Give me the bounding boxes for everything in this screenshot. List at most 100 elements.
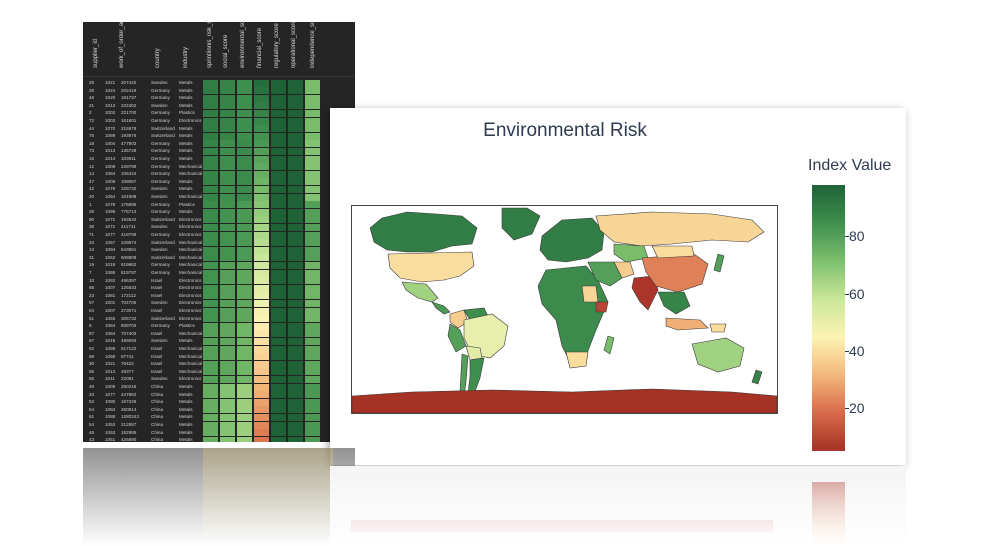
table-row[interactable]: 2 1002 221700 Germany Plastics bbox=[83, 109, 355, 117]
table-row[interactable]: 44 1070 216978 Switzerland Metals bbox=[83, 125, 355, 133]
column-header[interactable]: environmental_score bbox=[240, 22, 246, 68]
map-region-chile[interactable] bbox=[459, 353, 469, 397]
table-row[interactable]: 54 1084 260814 China Metals bbox=[83, 406, 355, 414]
map-region-colombia[interactable] bbox=[449, 309, 469, 329]
table-row[interactable]: 18 1004 477903 Germany Metals bbox=[83, 140, 355, 148]
column-header[interactable]: supplier_id bbox=[93, 38, 99, 68]
map-region-central-america[interactable] bbox=[431, 301, 451, 315]
column-header[interactable]: industry bbox=[183, 46, 189, 68]
column-header[interactable]: independence_score bbox=[310, 22, 316, 68]
table-row[interactable]: 53 1080 167226 China Metals bbox=[83, 398, 355, 406]
map-region-russia[interactable] bbox=[595, 211, 765, 247]
table-row[interactable]: 84 1007 273071 Israel Electronics bbox=[83, 307, 355, 315]
table-row[interactable]: 90 1071 193542 Switzerland Electronics bbox=[83, 216, 355, 224]
table-row[interactable]: 36 1071 411711 Sweden Electronics bbox=[83, 223, 355, 231]
table-row[interactable]: 43 1051 426880 China Metals bbox=[83, 436, 355, 442]
table-row[interactable]: 23 1081 172112 Israel Electronics bbox=[83, 292, 355, 300]
map-region-argentina[interactable] bbox=[467, 357, 485, 395]
table-row[interactable]: 66 1007 125633 Israel Electronics bbox=[83, 284, 355, 292]
map-region-antarctica[interactable] bbox=[352, 388, 777, 413]
score-cell bbox=[288, 292, 303, 300]
table-row[interactable]: 8 1084 809703 Germany Plastics bbox=[83, 322, 355, 330]
table-row[interactable]: 10 1092 496397 Israel Electronics bbox=[83, 277, 355, 285]
table-row[interactable]: 46 1020 161727 Germany Metals bbox=[83, 94, 355, 102]
map-region-europe[interactable] bbox=[539, 217, 605, 263]
table-row[interactable]: 55 1011 22081 Sweden Electronics bbox=[83, 375, 355, 383]
table-row[interactable]: 71 1077 418789 Germany Electronics bbox=[83, 231, 355, 239]
column-header[interactable]: social_score bbox=[223, 34, 229, 68]
map-region-ethiopia[interactable] bbox=[595, 301, 609, 313]
map-region-australia[interactable] bbox=[691, 337, 745, 373]
score-cell bbox=[254, 345, 269, 353]
map-region-new-zealand[interactable] bbox=[751, 369, 763, 385]
table-row[interactable]: 20 1064 161908 Sweden Mechanical bbox=[83, 193, 355, 201]
map-region-greenland[interactable] bbox=[501, 207, 541, 241]
table-row[interactable]: 16 1014 103911 Germany Metals bbox=[83, 155, 355, 163]
map-region-peru[interactable] bbox=[447, 323, 467, 353]
score-cell bbox=[203, 109, 218, 117]
table-row[interactable]: 67 1019 499093 Sweden Metals bbox=[83, 337, 355, 345]
table-row[interactable]: 87 1084 707403 Israel Mechanical bbox=[83, 330, 355, 338]
table-row[interactable]: 75 1089 193976 Switzerland Metals bbox=[83, 132, 355, 140]
table-row[interactable]: 12 1008 228789 Germany Mechanical bbox=[83, 163, 355, 171]
table-row[interactable]: 51 1065 305732 Switzerland Electronics bbox=[83, 315, 355, 323]
map-region-madagascar[interactable] bbox=[603, 335, 615, 355]
map-region-japan[interactable] bbox=[713, 253, 725, 273]
table-row[interactable]: 1 1078 175995 Germany Plastics bbox=[83, 201, 355, 209]
table-row[interactable]: 21 1013 222402 Sweden Metals bbox=[83, 102, 355, 110]
table-row[interactable]: 48 1005 250216 China Metals bbox=[83, 383, 355, 391]
map-frame[interactable] bbox=[351, 205, 778, 414]
table-row[interactable]: 54 1053 212887 China Metals bbox=[83, 421, 355, 429]
table-row[interactable]: 47 1008 109067 Germany Metals bbox=[83, 178, 355, 186]
table-row[interactable]: 72 1003 161801 Germany Electronics bbox=[83, 117, 355, 125]
table-row[interactable]: 19 1019 619862 Germany Mechanical bbox=[83, 261, 355, 269]
score-cell bbox=[271, 193, 286, 201]
map-region-iran[interactable] bbox=[613, 261, 635, 279]
column-header[interactable]: country bbox=[155, 48, 161, 68]
map-region-united-states[interactable] bbox=[387, 251, 475, 283]
column-header[interactable]: work_of_order_amount bbox=[119, 22, 125, 68]
table-row[interactable]: 28 1024 202419 Germany Metals bbox=[83, 87, 355, 95]
table-cell-amount: 643861 bbox=[121, 247, 137, 253]
table-row[interactable]: 61 1088 1280243 China Metals bbox=[83, 413, 355, 421]
map-region-canada[interactable] bbox=[369, 211, 478, 253]
map-region-mongolia[interactable] bbox=[651, 245, 695, 259]
table-row[interactable]: 42 1076 225720 Sweden Metals bbox=[83, 185, 355, 193]
table-row[interactable]: 14 1084 105424 Germany Mechanical bbox=[83, 170, 355, 178]
table-row[interactable]: 13 1094 643861 Sweden Mechanical bbox=[83, 246, 355, 254]
map-region-indonesia[interactable] bbox=[665, 317, 709, 331]
table-row[interactable]: 34 1067 228874 Switzerland Mechanical bbox=[83, 239, 355, 247]
table-row[interactable]: 73 1013 136728 Germany Metals bbox=[83, 147, 355, 155]
map-region-kazakhstan[interactable] bbox=[613, 243, 649, 263]
score-cell bbox=[254, 216, 269, 224]
map-region-southeast-asia[interactable] bbox=[657, 291, 691, 315]
table-row[interactable]: 69 1068 97741 Israel Mechanical bbox=[83, 353, 355, 361]
map-region-papua-new-guinea[interactable] bbox=[709, 323, 727, 333]
score-cell bbox=[203, 284, 218, 292]
table-row[interactable]: 29 1021 207422 Sweden Metals bbox=[83, 79, 355, 87]
score-cell bbox=[203, 223, 218, 231]
map-region-south-africa[interactable] bbox=[565, 351, 589, 369]
map-region-sudan[interactable] bbox=[581, 285, 599, 303]
map-region-mexico[interactable] bbox=[401, 281, 439, 303]
table-row[interactable]: 33 1077 447862 China Metals bbox=[83, 391, 355, 399]
table-row[interactable]: 57 1001 704706 Sweden Electronics bbox=[83, 299, 355, 307]
column-header[interactable]: sprintiinnis_risk_score bbox=[207, 22, 213, 68]
table-row[interactable]: 62 1089 617122 Israel Mechanical bbox=[83, 345, 355, 353]
table-row[interactable]: 48 1063 182985 China Metals bbox=[83, 429, 355, 437]
table-row[interactable]: 31 1062 608809 Switzerland Mechanical bbox=[83, 254, 355, 262]
map-region-bolivia[interactable] bbox=[465, 345, 483, 361]
map-region-china[interactable] bbox=[641, 253, 709, 293]
table-row[interactable]: 25 1098 776713 Germany Metals bbox=[83, 208, 355, 216]
table-row[interactable]: 30 1021 76422 Israel Mechanical bbox=[83, 360, 355, 368]
table-cell-industry: Metals bbox=[179, 391, 193, 397]
column-header[interactable]: operational_score bbox=[291, 22, 297, 68]
column-header[interactable]: financial_score bbox=[257, 27, 263, 68]
score-cell bbox=[220, 375, 235, 383]
table-cell-idx: 31 bbox=[89, 254, 95, 260]
world-map[interactable] bbox=[352, 206, 777, 413]
map-region-middle-east[interactable] bbox=[587, 261, 623, 287]
table-row[interactable]: 7 1086 819787 Germany Mechanical bbox=[83, 269, 355, 277]
table-row[interactable]: 65 1013 48377 Israel Mechanical bbox=[83, 368, 355, 376]
column-header[interactable]: regulatory_score bbox=[274, 23, 280, 68]
